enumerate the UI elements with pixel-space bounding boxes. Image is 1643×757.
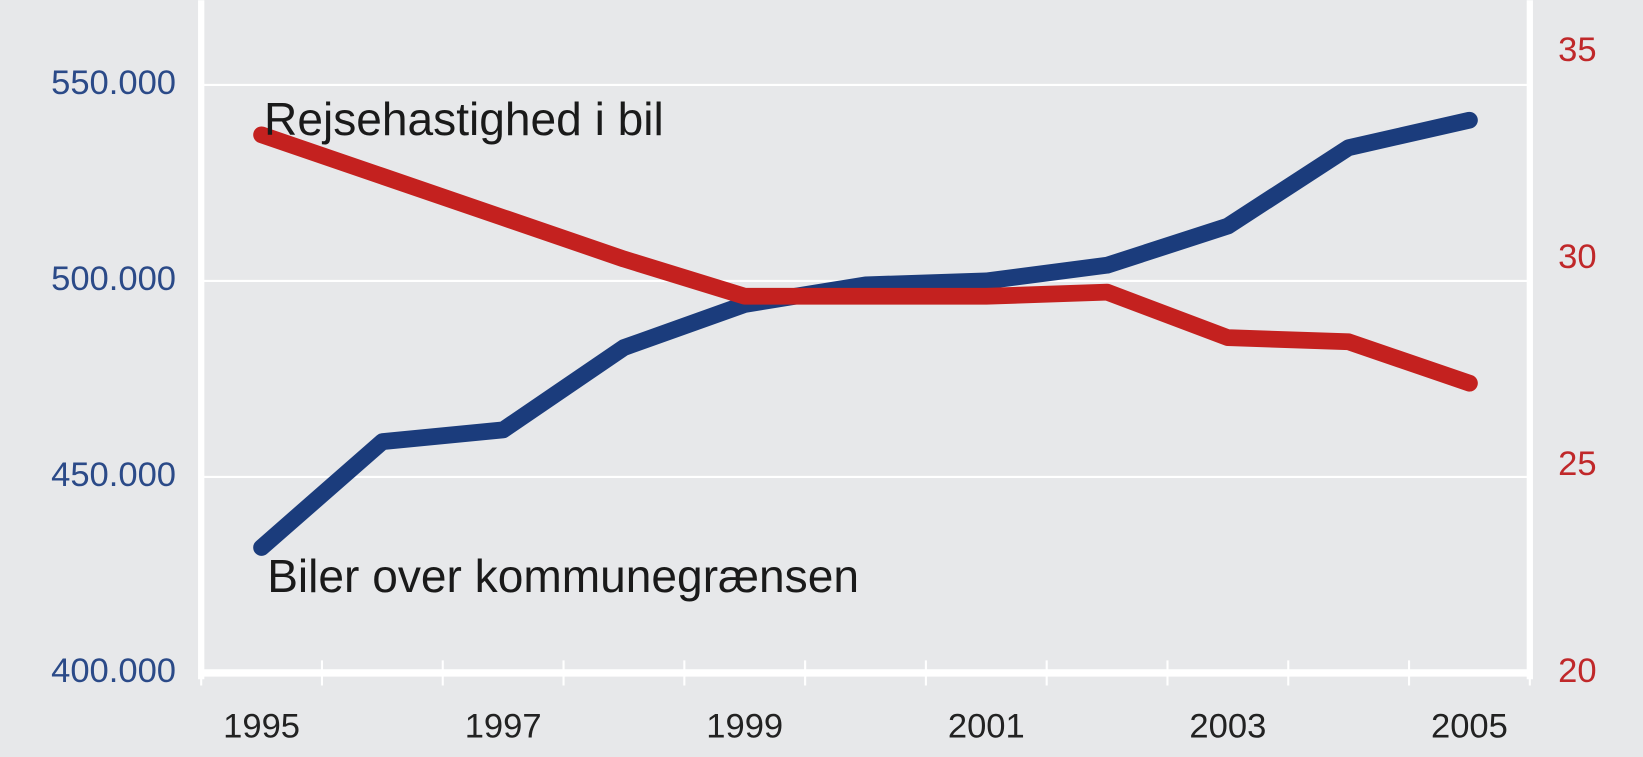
x-tick-label: 2005 [1431,708,1508,746]
y-tick-label: 550.000 [51,64,176,102]
x-tick-label: 2001 [948,708,1025,746]
y2-tick-label: 30 [1558,238,1596,276]
series-label: Biler over kommunegrænsen [267,550,859,602]
series-line [253,111,1478,556]
x-tick-label: 1997 [465,708,542,746]
series-line [253,126,1478,392]
series-label: Rejsehastighed i bil [264,93,664,145]
y2-tick-label: 20 [1558,652,1596,690]
x-tick-label: 2003 [1189,708,1266,746]
y-tick-label: 450.000 [51,456,176,494]
x-tick-label: 1995 [223,708,300,746]
y-tick-label: 400.000 [51,652,176,690]
y2-tick-label: 25 [1558,445,1596,483]
y-tick-label: 500.000 [51,260,176,298]
x-tick-label: 1999 [706,708,783,746]
y2-tick-label: 35 [1558,31,1596,69]
